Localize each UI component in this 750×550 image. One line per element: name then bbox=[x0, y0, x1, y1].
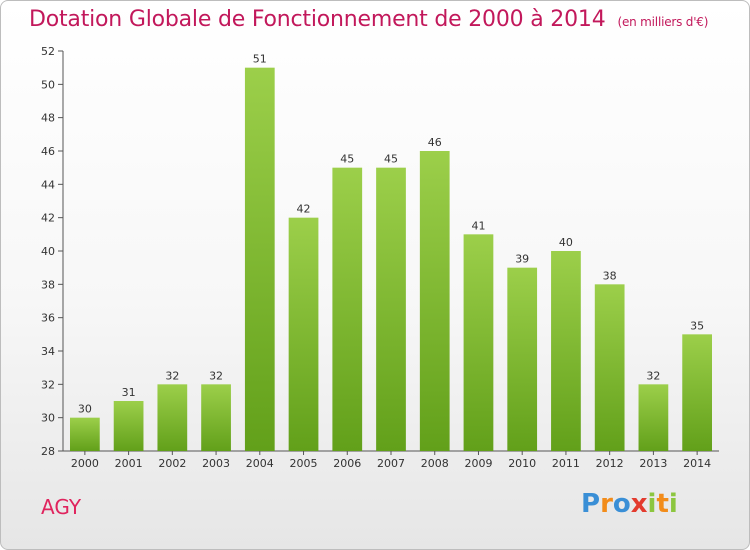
x-tick-label: 2009 bbox=[464, 457, 492, 470]
bar-value-label: 32 bbox=[646, 369, 660, 382]
y-tick-label: 36 bbox=[41, 312, 55, 325]
x-tick-label: 2000 bbox=[71, 457, 99, 470]
bar-value-label: 42 bbox=[297, 203, 311, 216]
x-tick-label: 2010 bbox=[508, 457, 536, 470]
bar-value-label: 32 bbox=[209, 369, 223, 382]
bar-value-label: 39 bbox=[515, 253, 529, 266]
x-tick-label: 2014 bbox=[683, 457, 711, 470]
bar-value-label: 46 bbox=[428, 136, 442, 149]
bar-2009 bbox=[463, 234, 494, 451]
proxiti-logo[interactable]: Proxiti bbox=[581, 489, 678, 519]
bar-2005 bbox=[288, 217, 319, 451]
y-tick-label: 42 bbox=[41, 212, 55, 225]
y-tick-label: 34 bbox=[41, 345, 55, 358]
logo-letter: i bbox=[668, 489, 678, 519]
logo-letter: o bbox=[612, 489, 631, 519]
bar-2011 bbox=[551, 251, 581, 451]
bar-2012 bbox=[594, 284, 625, 451]
bar-2014 bbox=[682, 334, 713, 451]
x-tick-label: 2004 bbox=[246, 457, 274, 470]
bar-value-label: 45 bbox=[340, 153, 354, 166]
y-tick-label: 52 bbox=[41, 45, 55, 58]
bar-2013 bbox=[638, 384, 669, 451]
logo-letter: x bbox=[630, 489, 648, 519]
x-tick-label: 2008 bbox=[421, 457, 449, 470]
bar-value-label: 31 bbox=[122, 386, 136, 399]
bar-value-label: 40 bbox=[559, 236, 573, 249]
chart-title-text: Dotation Globale de Fonctionnement de 20… bbox=[29, 7, 606, 32]
logo-letter: P bbox=[581, 489, 601, 519]
bar-value-label: 38 bbox=[603, 269, 617, 282]
logo-letter: t bbox=[656, 489, 669, 519]
y-tick-label: 28 bbox=[41, 445, 55, 458]
logo-letter: r bbox=[600, 489, 613, 519]
y-tick-label: 32 bbox=[41, 378, 55, 391]
y-tick-label: 50 bbox=[41, 78, 55, 91]
x-tick-label: 2007 bbox=[377, 457, 405, 470]
bar-value-label: 41 bbox=[471, 219, 485, 232]
y-tick-label: 48 bbox=[41, 112, 55, 125]
x-tick-label: 2012 bbox=[596, 457, 624, 470]
x-tick-label: 2013 bbox=[639, 457, 667, 470]
bar-2000 bbox=[69, 417, 100, 451]
bar-2002 bbox=[157, 384, 188, 451]
logo-letter: i bbox=[647, 489, 657, 519]
bar-2003 bbox=[201, 384, 231, 451]
chart-title: Dotation Globale de Fonctionnement de 20… bbox=[29, 7, 708, 32]
bar-2006 bbox=[332, 167, 363, 451]
bar-2001 bbox=[113, 401, 144, 451]
y-tick-label: 46 bbox=[41, 145, 55, 158]
bar-value-label: 45 bbox=[384, 153, 398, 166]
bar-2008 bbox=[419, 151, 450, 451]
y-tick-label: 40 bbox=[41, 245, 55, 258]
y-tick-label: 44 bbox=[41, 178, 55, 191]
x-tick-label: 2005 bbox=[290, 457, 318, 470]
x-tick-label: 2002 bbox=[158, 457, 186, 470]
x-tick-label: 2006 bbox=[333, 457, 361, 470]
y-tick-label: 38 bbox=[41, 278, 55, 291]
bar-2010 bbox=[507, 267, 538, 451]
y-tick-label: 30 bbox=[41, 412, 55, 425]
chart-subtitle: (en milliers d'€) bbox=[617, 15, 709, 29]
bar-value-label: 35 bbox=[690, 319, 704, 332]
bar-2007 bbox=[376, 167, 406, 451]
bar-value-label: 30 bbox=[78, 403, 92, 416]
x-tick-label: 2001 bbox=[115, 457, 143, 470]
x-tick-label: 2011 bbox=[552, 457, 580, 470]
commune-name: AGY bbox=[41, 495, 82, 519]
bar-value-label: 51 bbox=[253, 53, 267, 66]
bar-2004 bbox=[244, 67, 275, 452]
bar-value-label: 32 bbox=[165, 369, 179, 382]
x-tick-label: 2003 bbox=[202, 457, 230, 470]
